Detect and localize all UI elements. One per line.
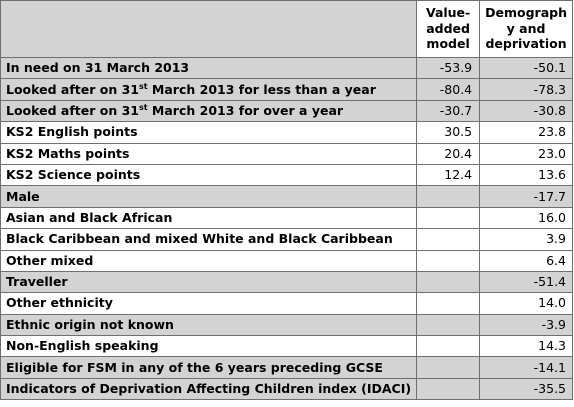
demography-deprivation-cell: 16.0 (479, 206, 573, 230)
header-col1-line2: added (426, 20, 470, 36)
value-added-model-cell (416, 313, 481, 337)
header-col1-line3: model (426, 36, 470, 51)
value-added-model-cell (416, 249, 481, 272)
table-row: Looked after on 31st March 2013 for over… (0, 99, 573, 123)
row-label: Eligible for FSM in any of the 6 years p… (0, 356, 418, 379)
row-label: Other ethnicity (0, 292, 418, 315)
row-label: Ethnic origin not known (0, 313, 418, 337)
value-added-model-cell: -53.9 (416, 56, 481, 80)
row-label: Male (0, 185, 418, 208)
table-row: In need on 31 March 2013 -53.9 -50.1 (0, 56, 573, 80)
header-demography-deprivation: Demograph y and deprivation (479, 0, 573, 58)
value-added-model-cell (416, 377, 481, 401)
demography-deprivation-cell: 6.4 (479, 249, 573, 272)
row-label: Asian and Black African (0, 206, 418, 230)
header-value-added-model: Value- added model (416, 0, 481, 58)
row-label: Traveller (0, 270, 418, 294)
header-col1-line1: Value- (425, 5, 471, 20)
value-added-model-cell: 30.5 (416, 121, 481, 144)
row-label: Black Caribbean and mixed White and Blac… (0, 228, 418, 251)
demography-deprivation-cell: -35.5 (479, 377, 573, 401)
table-row: Black Caribbean and mixed White and Blac… (0, 228, 573, 251)
demography-deprivation-cell: -3.9 (479, 313, 573, 337)
table-row: Traveller -51.4 (0, 270, 573, 294)
value-added-model-cell (416, 185, 481, 208)
demography-deprivation-cell: 23.8 (479, 121, 573, 144)
value-added-model-cell (416, 335, 481, 358)
value-added-model-cell: -80.4 (416, 78, 481, 101)
value-added-model-cell (416, 292, 481, 315)
row-label-superscript: st (138, 81, 148, 91)
demography-deprivation-cell: 14.3 (479, 335, 573, 358)
header-col2-line3: deprivation (485, 36, 567, 51)
value-added-model-cell (416, 228, 481, 251)
table-row: Male -17.7 (0, 185, 573, 208)
value-added-model-cell: 12.4 (416, 163, 481, 187)
demography-deprivation-cell: -30.8 (479, 99, 573, 123)
table-row: Looked after on 31st March 2013 for less… (0, 78, 573, 101)
header-col2-line1: Demograph (485, 5, 567, 20)
demography-deprivation-cell: -51.4 (479, 270, 573, 294)
row-label: Looked after on 31st March 2013 for less… (0, 78, 418, 101)
table-row: KS2 Science points 12.4 13.6 (0, 163, 573, 187)
row-label: In need on 31 March 2013 (0, 56, 418, 80)
row-label: KS2 Science points (0, 163, 418, 187)
demography-deprivation-cell: -17.7 (479, 185, 573, 208)
header-col2-line2: y and (506, 20, 546, 36)
demography-deprivation-cell: 14.0 (479, 292, 573, 315)
table-body: In need on 31 March 2013 -53.9 -50.1 Looked… (0, 56, 573, 401)
value-added-model-cell (416, 270, 481, 294)
row-label-text: Looked after on 31 (6, 81, 139, 97)
row-label-text: Looked after on 31 (6, 102, 139, 118)
table-row: Asian and Black African 16.0 (0, 206, 573, 230)
table-row: Non-English speaking 14.3 (0, 335, 573, 358)
table-row: Other mixed 6.4 (0, 249, 573, 272)
demography-deprivation-cell: 3.9 (479, 228, 573, 251)
demography-deprivation-cell: -50.1 (479, 56, 573, 80)
table-row: Eligible for FSM in any of the 6 years p… (0, 356, 573, 379)
header-blank-cell (0, 0, 418, 58)
demography-deprivation-cell: -14.1 (479, 356, 573, 379)
demography-deprivation-cell: 13.6 (479, 163, 573, 187)
row-label-text-rest: March 2013 for over a year (147, 102, 344, 118)
row-label-superscript: st (138, 102, 148, 112)
value-added-model-cell: 20.4 (416, 142, 481, 165)
demography-deprivation-cell: -78.3 (479, 78, 573, 101)
value-added-model-cell (416, 206, 481, 230)
header-row: Value- added model Demograph y and depri… (0, 0, 573, 58)
row-label: Looked after on 31st March 2013 for over… (0, 99, 418, 123)
table-row: Ethnic origin not known -3.9 (0, 313, 573, 337)
demography-deprivation-cell: 23.0 (479, 142, 573, 165)
row-label: KS2 Maths points (0, 142, 418, 165)
value-added-model-cell: -30.7 (416, 99, 481, 123)
row-label: Other mixed (0, 249, 418, 272)
row-label: Indicators of Deprivation Affecting Chil… (0, 377, 418, 401)
value-added-model-cell (416, 356, 481, 379)
row-label: KS2 English points (0, 121, 418, 144)
table-row: KS2 Maths points 20.4 23.0 (0, 142, 573, 165)
row-label-text-rest: March 2013 for less than a year (147, 81, 376, 97)
row-label: Non-English speaking (0, 335, 418, 358)
table-row: KS2 English points 30.5 23.8 (0, 121, 573, 144)
table-row: Other ethnicity 14.0 (0, 292, 573, 315)
table-row: Indicators of Deprivation Affecting Chil… (0, 377, 573, 401)
